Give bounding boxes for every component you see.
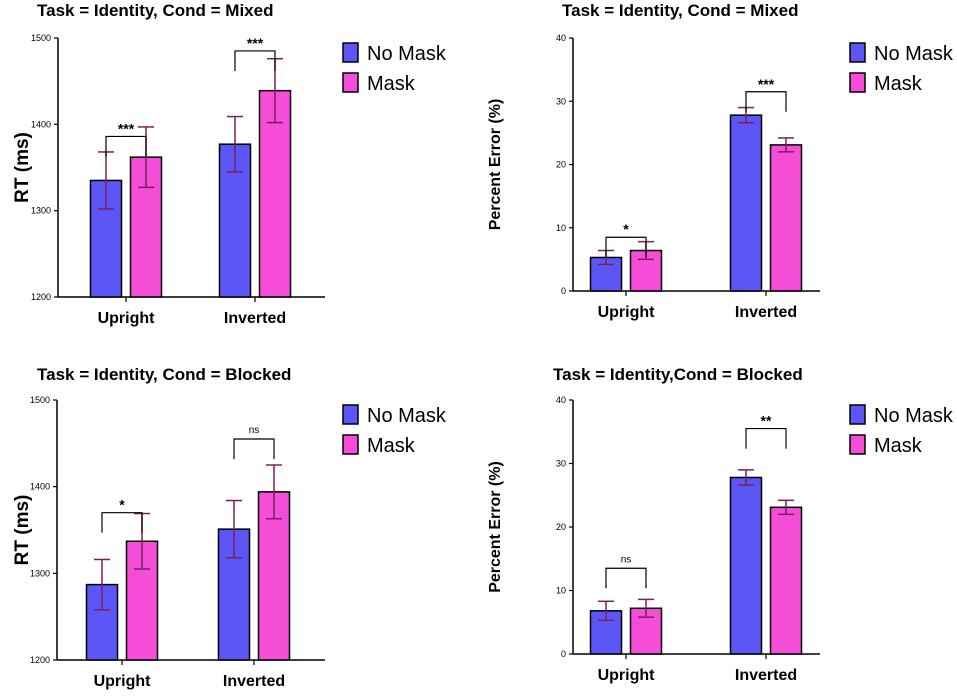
significance-label: ns (249, 425, 260, 436)
significance-bracket (745, 91, 787, 112)
x-tick-label-inverted: Inverted (223, 673, 285, 690)
y-axis-label: RT (ms) (12, 132, 33, 203)
significance-bracket (605, 236, 647, 258)
bar-no-mask-inverted (218, 143, 252, 298)
significance-bracket (745, 427, 787, 449)
y-tick-label: 0 (561, 649, 566, 659)
y-tick-label: 10 (556, 586, 566, 596)
y-tick-label: 30 (556, 96, 566, 106)
y-tick-label: 40 (556, 395, 566, 405)
bar-mask-inverted (258, 89, 292, 298)
bar-no-mask-inverted (729, 114, 763, 292)
y-tick-label: 20 (556, 522, 566, 532)
x-tick-label-inverted: Inverted (735, 667, 797, 684)
legend-label-mask: Mask (367, 435, 416, 457)
legend-swatch-mask (849, 434, 866, 455)
y-axis-label: RT (ms) (12, 495, 33, 566)
y-axis-label: Percent Error (%) (487, 99, 504, 231)
y-tick-label: 1500 (31, 33, 51, 43)
legend-swatch-mask (849, 72, 866, 93)
x-tick-label-inverted: Inverted (735, 304, 797, 321)
legend-label-mask: Mask (874, 73, 923, 95)
x-tick-label-upright: Upright (598, 667, 656, 684)
significance-bracket (605, 567, 647, 589)
bar-no-mask-inverted (729, 476, 763, 655)
chart-title: Task = Identity, Cond = Mixed (562, 1, 798, 20)
chart-panel-4: Task = Identity,Cond = Blocked Percent Er… (487, 365, 954, 684)
bar-mask-inverted (769, 144, 803, 292)
y-tick-label: 1400 (30, 482, 50, 492)
legend-label-no-mask: No Mask (367, 43, 447, 65)
y-tick-label: 1200 (30, 655, 50, 665)
chart-title: Task = Identity,Cond = Blocked (553, 365, 803, 384)
chart-panel-1: Task = Identity, Cond = Mixed RT (ms) 1200… (12, 1, 447, 327)
legend-swatch-mask (342, 72, 359, 93)
chart-panel-3: Task = Identity, Cond = Blocked RT (ms) 12… (12, 365, 447, 690)
bar-mask-inverted (257, 491, 291, 661)
x-tick-label-upright: Upright (598, 304, 656, 321)
y-tick-label: 1300 (31, 206, 51, 216)
x-tick-label-upright: Upright (94, 673, 152, 690)
bar-mask-inverted (769, 506, 803, 655)
y-tick-label: 20 (556, 160, 566, 170)
significance-label: ** (761, 413, 772, 429)
y-tick-label: 10 (556, 223, 566, 233)
y-tick-label: 1400 (31, 119, 51, 129)
y-axis-label: Percent Error (%) (487, 461, 504, 593)
legend-label-no-mask: No Mask (874, 43, 954, 65)
x-tick-label-upright: Upright (98, 310, 156, 327)
legend-swatch-no-mask (849, 404, 866, 425)
legend-swatch-no-mask (342, 42, 359, 63)
y-tick-label: 40 (556, 33, 566, 43)
legend-swatch-no-mask (849, 42, 866, 63)
significance-label: * (119, 497, 125, 513)
x-tick-label-inverted: Inverted (224, 310, 286, 327)
chart-title: Task = Identity, Cond = Mixed (37, 1, 273, 20)
y-tick-label: 0 (561, 286, 566, 296)
significance-bracket (105, 135, 147, 157)
significance-label: ns (621, 554, 632, 565)
significance-label: * (623, 221, 629, 237)
significance-label: *** (758, 76, 775, 92)
significance-bracket (234, 50, 276, 71)
y-tick-label: 1300 (30, 568, 50, 578)
legend-label-no-mask: No Mask (367, 405, 447, 427)
legend-label-mask: Mask (874, 435, 923, 457)
significance-label: *** (118, 120, 135, 136)
legend-swatch-mask (342, 434, 359, 455)
y-tick-label: 30 (556, 459, 566, 469)
significance-bracket (233, 438, 275, 459)
significance-label: *** (247, 35, 264, 51)
significance-bracket (101, 512, 143, 533)
chart-title: Task = Identity, Cond = Blocked (37, 365, 291, 384)
y-tick-label: 1500 (30, 395, 50, 405)
chart-panel-2: Task = Identity, Cond = Mixed Percent Err… (487, 1, 954, 321)
legend-label-mask: Mask (367, 73, 416, 95)
legend-swatch-no-mask (342, 404, 359, 425)
y-tick-label: 1200 (31, 292, 51, 302)
legend-label-no-mask: No Mask (874, 405, 954, 427)
